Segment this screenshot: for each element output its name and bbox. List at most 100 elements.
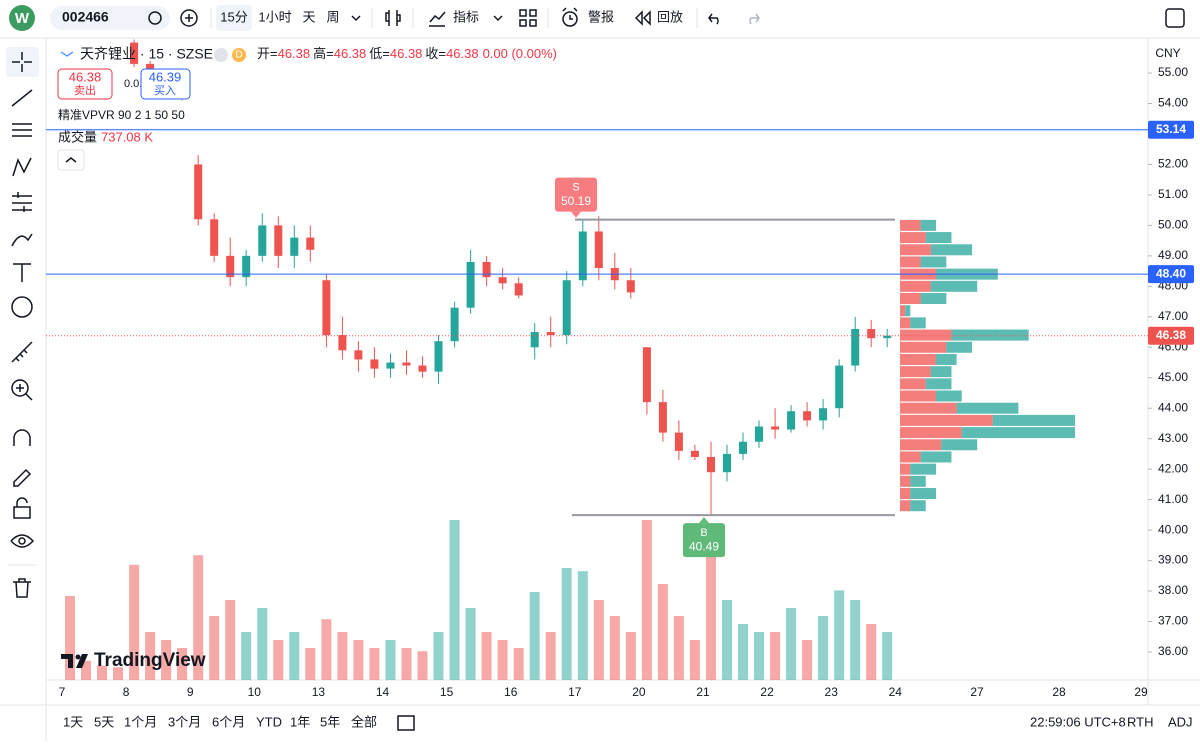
chevron[interactable] — [351, 15, 361, 22]
profile-up — [925, 232, 952, 244]
visibility-tool[interactable] — [10, 534, 35, 548]
chevron[interactable] — [493, 15, 503, 22]
candle-body — [787, 411, 796, 430]
logo: TradingView — [61, 650, 206, 671]
volume-bar — [385, 640, 396, 680]
lock-drawing-tool[interactable] — [13, 468, 32, 487]
volume-bar — [786, 608, 797, 680]
range-button[interactable]: 3个月 — [168, 714, 201, 729]
y-tick-label: 45.00 — [1158, 370, 1188, 384]
alert-button[interactable]: 警报 — [588, 9, 614, 24]
candle-body — [658, 402, 667, 433]
price-tag-label: 48.40 — [1156, 266, 1186, 280]
range-button[interactable]: 1天 — [63, 714, 83, 729]
candle-body — [867, 328, 876, 339]
volume-legend: 成交量 — [58, 129, 97, 144]
trendline-tool[interactable] — [11, 89, 33, 107]
range-button[interactable]: 1个月 — [124, 714, 157, 729]
profile-down — [900, 488, 911, 500]
chart-type-button[interactable] — [385, 10, 401, 26]
candle-body — [434, 341, 443, 372]
compare-button[interactable] — [180, 9, 198, 27]
profile-up — [951, 329, 1029, 341]
emoji-tool[interactable] — [11, 296, 33, 318]
lock-tool[interactable] — [13, 506, 31, 519]
pattern-tool[interactable] — [12, 157, 32, 177]
y-tick-label: 52.00 — [1158, 157, 1188, 171]
candle-body — [194, 164, 203, 220]
volume-bar — [305, 648, 316, 680]
candle-body — [402, 362, 411, 366]
currency[interactable]: CNY — [1155, 46, 1180, 60]
profile-down — [900, 280, 931, 292]
alert-icon[interactable] — [562, 11, 578, 27]
crosshair-tool[interactable] — [12, 52, 32, 72]
avatar[interactable] — [9, 5, 35, 31]
range-button[interactable]: 5年 — [320, 714, 340, 729]
profile-down — [900, 378, 926, 390]
volume-bar — [529, 592, 540, 680]
price-tag — [1148, 120, 1194, 139]
volume-bar — [673, 616, 684, 680]
profile-up — [920, 219, 937, 231]
tool-active[interactable] — [6, 47, 39, 77]
redo-button[interactable] — [749, 13, 760, 25]
fib-tool[interactable] — [12, 123, 32, 137]
layout-button[interactable] — [519, 9, 537, 27]
volume-bar — [513, 648, 524, 680]
candle-body — [258, 225, 267, 256]
undo-button[interactable] — [708, 13, 719, 25]
volume-bar — [577, 571, 588, 680]
y-tick-label: 39.00 — [1158, 553, 1188, 567]
collapse-button[interactable] — [57, 149, 85, 171]
profile-up — [920, 293, 947, 305]
x-tick-label: 23 — [825, 685, 839, 699]
candle-body — [322, 280, 331, 336]
adjust[interactable]: ADJ — [1168, 714, 1193, 729]
interval[interactable]: 1小时 — [258, 9, 291, 24]
range-button[interactable]: 5天 — [94, 714, 114, 729]
indicators-button[interactable]: 指标 — [453, 9, 479, 24]
range-button[interactable]: 6个月 — [212, 714, 245, 729]
interval-active[interactable] — [216, 5, 252, 31]
candle-body — [226, 255, 235, 278]
symbol-search[interactable] — [50, 6, 170, 30]
indicator-icon[interactable] — [429, 11, 446, 27]
fullscreen-button[interactable] — [1165, 8, 1185, 28]
profile-up — [930, 280, 978, 292]
buy-button[interactable] — [140, 68, 191, 100]
session[interactable]: RTH — [1127, 714, 1153, 729]
date-range-button[interactable] — [397, 715, 415, 731]
volume-bar — [145, 632, 156, 680]
measure-tool[interactable] — [11, 341, 33, 363]
candle-body — [354, 350, 363, 360]
candle-body — [530, 332, 539, 348]
interval[interactable]: 周 — [326, 9, 339, 24]
range-button[interactable]: 1年 — [290, 714, 310, 729]
volume-bar — [497, 640, 508, 680]
profile-down — [900, 219, 921, 231]
delete-tool[interactable] — [13, 578, 31, 598]
volume-bar — [193, 555, 204, 680]
profile-down — [900, 500, 911, 512]
text-tool[interactable] — [13, 263, 31, 282]
interval[interactable]: 天 — [302, 9, 315, 24]
range-button[interactable]: YTD — [256, 714, 282, 729]
interval[interactable]: 15分 — [220, 9, 247, 24]
projection-tool[interactable] — [12, 192, 32, 212]
sell-button[interactable] — [57, 68, 113, 100]
replay-button[interactable]: 回放 — [657, 9, 683, 24]
clock: 22:59:06 UTC+8 — [1030, 714, 1126, 729]
logo-mark — [61, 654, 88, 668]
zoom-tool[interactable] — [11, 379, 29, 397]
range-button[interactable]: 全部 — [351, 714, 377, 729]
replay-icon[interactable] — [634, 10, 651, 26]
volume-bar — [289, 632, 300, 680]
x-tick-label: 13 — [312, 685, 326, 699]
volume-bar — [241, 632, 252, 680]
ohlc-label: 开= — [257, 46, 278, 61]
brush-tool[interactable] — [11, 233, 33, 247]
candle-body — [819, 408, 828, 421]
magnet-tool[interactable] — [13, 429, 31, 446]
profile-up — [936, 390, 962, 402]
